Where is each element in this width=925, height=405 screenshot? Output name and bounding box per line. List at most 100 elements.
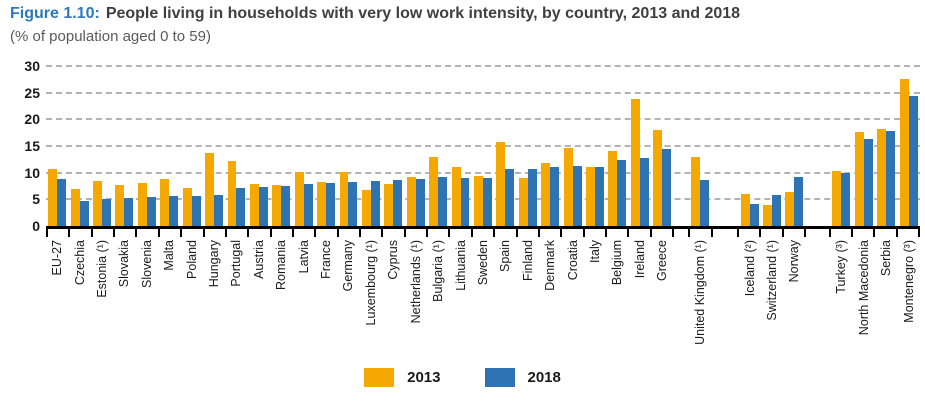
bar-group [337,66,359,226]
bar-2018 [57,178,67,226]
gridline-15 [46,145,920,147]
bar-group [315,66,337,226]
bar-2018 [438,177,448,226]
y-axis-label: 15 [24,138,40,154]
legend-item-2013: 2013 [364,368,441,387]
x-axis-label: Greece [655,240,670,281]
y-axis-label: 5 [32,191,40,208]
figure-title: People living in households with very lo… [105,5,741,22]
axis-tick [90,229,113,237]
x-axis-label: Ireland [632,240,647,279]
bar-2013 [70,189,80,226]
bar-group [225,66,247,226]
axis-tick [202,229,225,237]
axis-tick [113,229,135,237]
bar-2013 [586,166,595,226]
x-label-slot: Bulgaria (¹) [427,240,449,364]
bar-2013 [832,171,842,226]
bar-2018 [370,180,380,226]
bar-group [270,66,292,226]
x-axis-ticks [46,229,920,237]
bar-2013 [48,168,58,226]
x-label-slot: North Macedonia [853,240,875,364]
bar-2018 [482,178,492,226]
x-label-slot [711,240,738,364]
bar-group [875,66,897,226]
bar-2013 [137,183,147,226]
x-axis-label: Estonia (¹) [95,240,110,298]
bar-2013 [361,190,371,226]
bar-group [46,66,68,226]
bar-group [382,66,404,226]
bar-2013 [227,160,237,226]
axis-tick [895,229,918,237]
axis-tick [359,229,381,237]
bar-2013 [272,184,282,226]
x-label-slot: EU-27 [46,240,68,364]
x-label-slot: France [315,240,337,364]
bar-2018 [700,180,710,226]
gridline-10 [46,171,920,174]
bar-group [113,66,135,226]
bar-2018 [236,187,246,226]
x-label-slot: Portugal [225,240,247,364]
bar-2018 [79,200,89,226]
bar-group [897,66,919,226]
x-label-slot: Czechia [68,240,90,364]
bar-2018 [214,195,223,226]
x-label-slot: Croatia [561,240,583,364]
bar-2013 [317,181,327,226]
legend-swatch-2013 [364,368,395,387]
x-axis-label: United Kingdom (¹) [693,240,708,345]
bar-2013 [294,172,304,226]
axis-tick [737,229,759,237]
bar-2018 [124,198,134,226]
x-axis-label: Iceland (²) [742,240,757,297]
bar-2018 [393,179,403,226]
x-axis-labels: EU-27 Czechia Estonia (¹) Slovakia Slovenia M… [46,240,920,364]
plot-area [46,65,920,226]
bar-2018 [749,203,759,226]
x-axis-label: Austria [251,240,266,279]
bar-group [248,66,270,226]
bar-2018 [415,179,425,226]
axis-tick [336,229,359,237]
x-axis-label: Finland [520,240,535,281]
x-label-slot: Estonia (¹) [91,240,113,364]
bar-2013 [205,152,215,226]
bar-2018 [886,130,896,226]
x-axis-label: Croatia [565,240,580,281]
x-label-slot: Greece [651,240,673,364]
x-axis-label: Romania [274,240,289,291]
x-axis-label: Bulgaria (¹) [431,240,446,302]
bar-2018 [281,186,291,226]
bar-2018 [169,196,179,226]
bar-2018 [348,181,358,226]
axis-tick [649,229,672,237]
legend-label: 2013 [407,369,441,386]
x-label-slot: Malta [158,240,180,364]
bar-2018 [794,177,804,226]
bar-2013 [160,178,170,226]
bar-2013 [785,192,795,226]
bar-group [136,66,158,226]
x-label-slot: Slovenia [136,240,158,364]
bar-group [472,66,494,226]
bar-2018 [146,197,156,226]
x-axis-label: Malta [162,240,177,271]
x-axis-label: Montenegro (³) [901,240,916,323]
x-label-slot: Iceland (²) [738,240,760,364]
x-axis-label: France [319,240,334,279]
axis-tick [68,229,90,237]
bar-group [539,66,561,226]
bar-2018 [505,168,515,226]
bar-2018 [258,186,268,226]
bar-group [180,66,202,226]
bar-group [427,66,449,226]
bar-group [689,66,711,226]
axis-tick [781,229,804,237]
x-label-slot: Spain [494,240,516,364]
x-label-slot: Poland [180,240,202,364]
y-axis-label: 0 [32,218,40,234]
bar-2013 [429,157,439,226]
